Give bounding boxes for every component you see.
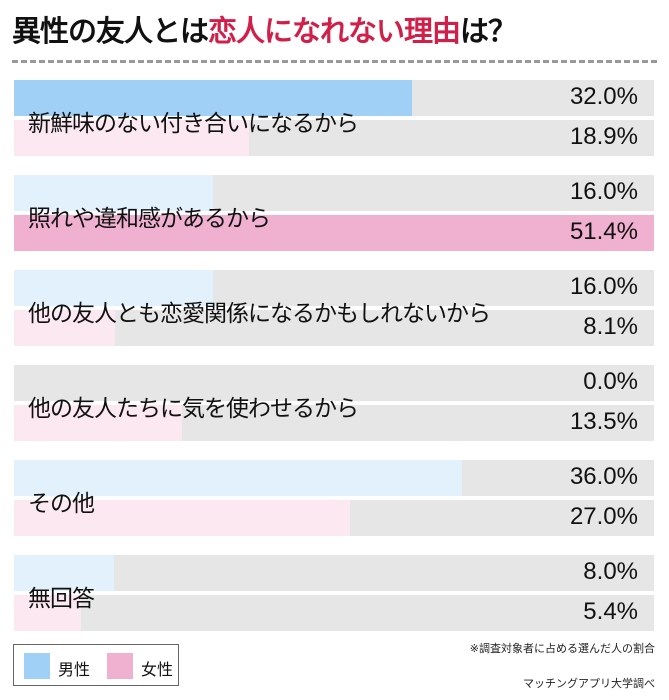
female-bar xyxy=(14,215,654,251)
male-value-label: 0.0% xyxy=(583,368,638,395)
male-bar-track: 36.0% xyxy=(14,460,654,496)
female-bar-track: 27.0% xyxy=(14,500,654,536)
female-bar xyxy=(14,405,183,441)
female-bar-track: 13.5% xyxy=(14,405,654,441)
legend: 男性 女性 xyxy=(13,644,179,686)
male-bar-track: 32.0% xyxy=(14,80,654,116)
divider xyxy=(12,60,657,63)
male-bar xyxy=(14,80,413,116)
legend-label-male: 男性 xyxy=(58,660,91,679)
male-bar-track: 8.0% xyxy=(14,555,654,591)
female-value-label: 18.9% xyxy=(569,123,638,150)
female-bar-track: 51.4% xyxy=(14,215,654,251)
male-bar xyxy=(14,555,114,591)
male-value-label: 8.0% xyxy=(583,558,638,585)
male-bar xyxy=(14,175,214,211)
female-value-label: 13.5% xyxy=(569,408,638,435)
female-bar xyxy=(14,120,250,156)
source-credit: マッチングアプリ大学調べ xyxy=(523,677,655,690)
title-highlight: 恋人になれない理由 xyxy=(208,14,461,48)
category-label: 無回答 xyxy=(28,586,95,612)
male-bar-track: 16.0% xyxy=(14,175,654,211)
chart-title: 異性の友人とは恋人になれない理由は？ xyxy=(12,8,517,50)
female-value-label: 5.4% xyxy=(583,598,638,625)
female-bar-track: 18.9% xyxy=(14,120,654,156)
female-bar-track: 8.1% xyxy=(14,310,654,346)
category-label: 照れや違和感があるから xyxy=(28,206,271,232)
male-bar-track: 0.0% xyxy=(14,365,654,401)
female-value-label: 27.0% xyxy=(569,503,638,530)
male-bar xyxy=(14,460,463,496)
male-value-label: 16.0% xyxy=(569,178,638,205)
female-bar-track: 5.4% xyxy=(14,595,654,631)
female-bar xyxy=(14,500,351,536)
male-bar-track: 16.0% xyxy=(14,270,654,306)
category-label: 新鮮味のない付き合いになるから xyxy=(28,111,359,137)
category-label: 他の友人たちに気を使わせるから xyxy=(28,396,359,422)
male-value-label: 16.0% xyxy=(569,273,638,300)
male-value-label: 36.0% xyxy=(569,463,638,490)
title-part1: 異性の友人とは xyxy=(12,14,209,48)
legend-swatch-male xyxy=(24,653,50,679)
female-bar xyxy=(14,595,82,631)
footnote: ※調査対象者に占める選んだ人の割合 xyxy=(469,642,655,655)
category-label: その他 xyxy=(28,491,95,517)
female-value-label: 51.4% xyxy=(569,218,638,245)
legend-swatch-female xyxy=(107,653,133,679)
legend-label-female: 女性 xyxy=(141,660,174,679)
male-value-label: 32.0% xyxy=(569,83,638,110)
female-bar xyxy=(14,310,115,346)
category-label: 他の友人とも恋愛関係になるかもしれないから xyxy=(28,301,491,327)
title-part3: は？ xyxy=(460,14,517,48)
male-bar xyxy=(14,270,214,306)
female-value-label: 8.1% xyxy=(583,313,638,340)
